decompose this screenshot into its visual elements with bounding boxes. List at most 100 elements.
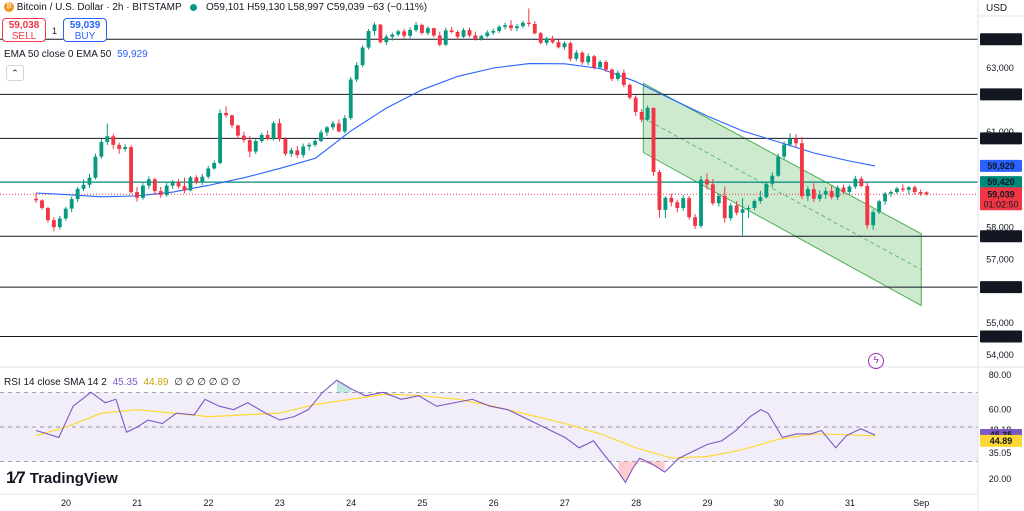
candle-body bbox=[877, 201, 882, 213]
candle-body bbox=[135, 192, 139, 198]
candle-body bbox=[817, 194, 822, 199]
candle-body bbox=[348, 79, 353, 119]
candle-body bbox=[681, 198, 686, 208]
candle-body bbox=[788, 138, 792, 145]
candle-body bbox=[420, 24, 424, 33]
time-tick-label: 29 bbox=[702, 498, 712, 508]
candles bbox=[34, 8, 929, 236]
candle-body bbox=[384, 36, 389, 43]
candle-body bbox=[146, 179, 151, 186]
rsi-sma-legend-value: 44.89 bbox=[143, 377, 169, 388]
last-price-tag: 59,039 bbox=[987, 189, 1015, 199]
currency-label[interactable]: USD bbox=[986, 3, 1008, 14]
rsi-sma-tag: 44.89 bbox=[990, 436, 1013, 446]
candle-body bbox=[556, 42, 561, 48]
candle-body bbox=[372, 24, 377, 32]
candle-body bbox=[378, 24, 383, 43]
candle-body bbox=[829, 191, 834, 198]
candle-body bbox=[425, 28, 430, 33]
market-status-icon bbox=[190, 3, 198, 11]
tradingview-logo[interactable]: 1⁄7 TradingView bbox=[6, 468, 118, 488]
price-tick-label: 54,000 bbox=[986, 350, 1014, 360]
price-tick-label: 57,000 bbox=[986, 254, 1014, 264]
candle-body bbox=[639, 112, 644, 120]
ohlc-values: O59,101 H59,130 L58,997 C59,039 −63 (−0.… bbox=[206, 2, 428, 13]
candle-body bbox=[247, 140, 252, 152]
ema-price-tag-bg bbox=[980, 159, 1022, 172]
candle-body bbox=[46, 207, 50, 221]
time-axis[interactable]: 20 21 22 23 24 25 26 27 28 29 30 31 Sep bbox=[0, 493, 1024, 508]
candle-body bbox=[194, 177, 199, 183]
sell-button[interactable]: 59,038 SELL bbox=[2, 18, 46, 42]
candle-body bbox=[259, 134, 264, 142]
sell-label: SELL bbox=[11, 31, 37, 42]
rsi-tick-label: 60.00 bbox=[989, 405, 1012, 415]
price-axis-background bbox=[978, 0, 1024, 511]
candle-body bbox=[568, 43, 573, 59]
candle-body bbox=[710, 184, 715, 204]
rsi-sma-line bbox=[35, 393, 875, 459]
candle-body bbox=[610, 69, 614, 79]
rsi-lower-band-label: 35.05 bbox=[989, 448, 1012, 458]
candle-body bbox=[699, 179, 703, 226]
candle-body bbox=[485, 32, 490, 37]
rsi-line bbox=[35, 379, 876, 484]
candle-body bbox=[51, 220, 56, 228]
candle-body bbox=[586, 56, 591, 63]
candle-body bbox=[782, 144, 787, 157]
buy-button[interactable]: 59,039 BUY bbox=[63, 18, 107, 42]
rsi-oversold-fill bbox=[618, 461, 665, 483]
candle-body bbox=[889, 192, 893, 194]
candle-body bbox=[728, 205, 733, 219]
candle-body bbox=[503, 25, 508, 27]
level-price-tag: 60,794 bbox=[987, 133, 1015, 143]
candle-body bbox=[467, 30, 472, 36]
candle-body bbox=[34, 198, 38, 201]
horizontal-levels[interactable] bbox=[0, 38, 978, 337]
candle-body bbox=[669, 197, 674, 203]
candle-body bbox=[443, 30, 448, 45]
descending-channel[interactable] bbox=[642, 82, 922, 307]
candle-body bbox=[847, 186, 852, 193]
candle-body bbox=[823, 191, 828, 195]
candle-body bbox=[265, 134, 270, 139]
candle-body bbox=[633, 97, 638, 113]
candle-body bbox=[580, 52, 585, 63]
candle-body bbox=[111, 136, 116, 145]
symbol-title[interactable]: Bitcoin / U.S. Dollar · 2h · BITSTAMP bbox=[16, 2, 182, 13]
level-price-tag: 54,581 bbox=[987, 331, 1015, 341]
candle-body bbox=[241, 135, 246, 141]
candle-body bbox=[230, 115, 234, 126]
level-price-tag: 62,171 bbox=[987, 89, 1015, 99]
candle-body bbox=[841, 187, 846, 193]
candle-body bbox=[657, 171, 662, 210]
candle-body bbox=[342, 118, 347, 132]
candle-body bbox=[895, 188, 899, 193]
ema-legend[interactable]: EMA 50 close 0 EMA 50 59,929 bbox=[4, 49, 148, 60]
level-price-tag: 56,130 bbox=[987, 282, 1015, 292]
last-price-tag-bg bbox=[980, 187, 1022, 211]
candle-body bbox=[117, 144, 122, 149]
candle-body bbox=[152, 179, 157, 192]
candle-body bbox=[271, 123, 276, 139]
candle-body bbox=[871, 212, 876, 226]
rsi-legend[interactable]: RSI 14 close SMA 14 2 45.35 44.89 ∅ ∅ ∅ … bbox=[4, 377, 240, 388]
candle-body bbox=[69, 199, 74, 209]
chevron-up-icon[interactable]: ⌃ bbox=[6, 65, 24, 81]
candle-body bbox=[687, 198, 692, 218]
candle-body bbox=[592, 56, 597, 68]
candle-body bbox=[716, 195, 721, 204]
candle-body bbox=[604, 61, 608, 70]
level-price-tag-bg bbox=[980, 281, 1022, 294]
candle-body bbox=[366, 31, 371, 48]
candle-body bbox=[218, 112, 223, 164]
lightning-icon[interactable]: ϟ bbox=[868, 353, 884, 369]
candle-body bbox=[57, 218, 62, 228]
bitcoin-icon: ₿ bbox=[4, 2, 14, 13]
candle-body bbox=[621, 72, 626, 85]
candle-body bbox=[325, 127, 329, 133]
price-axis[interactable]: 63,000 61,000 58,000 57,000 55,000 54,000 63,9… bbox=[977, 0, 1024, 511]
buy-price: 59,039 bbox=[69, 20, 101, 31]
candle-body bbox=[158, 191, 163, 195]
